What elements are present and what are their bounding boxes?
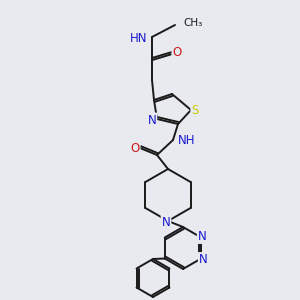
Text: HN: HN (130, 32, 147, 44)
Text: N: N (162, 215, 170, 229)
Text: NH: NH (178, 134, 196, 148)
Text: N: N (198, 230, 207, 243)
Text: CH₃: CH₃ (183, 18, 202, 28)
Text: N: N (199, 253, 208, 266)
Text: O: O (172, 46, 182, 59)
Text: O: O (130, 142, 140, 154)
Text: N: N (148, 113, 156, 127)
Text: S: S (191, 104, 199, 118)
